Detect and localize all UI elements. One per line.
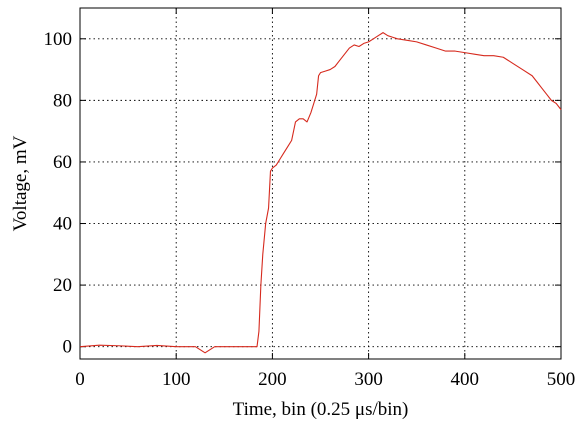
x-tick-label: 0 <box>75 369 85 390</box>
y-tick-label: 100 <box>44 29 73 50</box>
x-tick-label: 200 <box>258 369 287 390</box>
y-tick-label: 80 <box>53 90 72 111</box>
y-tick-labels: 0 20 40 60 80 100 <box>44 29 73 358</box>
series-line <box>79 32 562 354</box>
x-tick-label: 300 <box>354 369 383 390</box>
series-layer <box>79 32 562 354</box>
y-tick-label: 40 <box>53 214 72 235</box>
axis-ticks <box>79 8 562 359</box>
y-tick-label: 60 <box>53 152 72 173</box>
y-tick-label: 0 <box>63 337 73 358</box>
x-tick-labels: 0 100 200 300 400 500 <box>75 369 575 390</box>
grid-lines <box>80 8 561 359</box>
x-tick-label: 400 <box>451 369 480 390</box>
y-tick-label: 20 <box>53 275 72 296</box>
x-axis-label: Time, bin (0.25 μs/bin) <box>233 399 409 420</box>
y-axis-label: Voltage, mV <box>10 135 31 231</box>
x-tick-label: 100 <box>162 369 191 390</box>
plot-frame <box>79 7 562 360</box>
x-tick-label: 500 <box>547 369 576 390</box>
